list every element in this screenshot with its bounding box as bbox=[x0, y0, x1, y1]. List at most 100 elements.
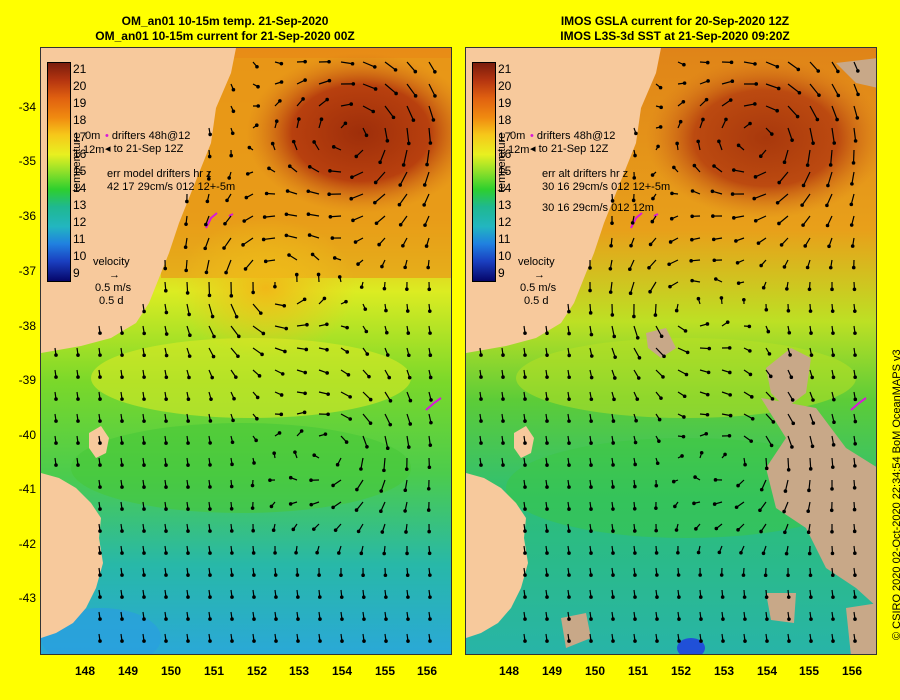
current-vector-head bbox=[610, 199, 615, 203]
current-vector-head bbox=[187, 375, 191, 380]
current-vector-head bbox=[222, 246, 226, 250]
current-vector-head bbox=[398, 183, 403, 187]
current-vector-head bbox=[224, 270, 228, 275]
current-vector-head bbox=[312, 527, 316, 531]
colorbar-tick: 16 bbox=[73, 147, 87, 161]
current-vector bbox=[630, 281, 635, 294]
current-vector-head bbox=[120, 419, 124, 423]
current-vector bbox=[384, 413, 391, 425]
current-vector-head bbox=[98, 397, 102, 401]
current-vector-head bbox=[728, 413, 733, 418]
current-vector-head bbox=[659, 396, 663, 400]
current-vector-head bbox=[851, 161, 856, 165]
current-vector-head bbox=[261, 237, 266, 242]
current-vector-head bbox=[142, 463, 146, 467]
current-vector bbox=[765, 413, 774, 423]
lat-tick: -36 bbox=[18, 209, 36, 223]
colorbar-tick: 16 bbox=[498, 147, 512, 161]
current-vector-head bbox=[523, 485, 527, 489]
current-vector-head bbox=[212, 334, 216, 339]
drifter-depth-0m: 0m bbox=[510, 130, 526, 142]
current-vector-head bbox=[782, 265, 787, 269]
current-vector-head bbox=[351, 218, 355, 223]
current-vector-head bbox=[479, 463, 483, 467]
current-vector-head bbox=[339, 573, 343, 577]
current-vector-head bbox=[730, 192, 735, 196]
current-vector-head bbox=[611, 573, 615, 577]
current-vector-head bbox=[328, 169, 332, 173]
current-vector bbox=[428, 61, 436, 73]
current-vector-head bbox=[120, 463, 124, 467]
velocity-legend-time: 0.5 d bbox=[524, 295, 549, 307]
current-vector-head bbox=[655, 639, 659, 643]
current-vector-head bbox=[318, 639, 322, 643]
current-vector-head bbox=[98, 639, 102, 643]
current-vector bbox=[755, 215, 767, 222]
current-vector-head bbox=[184, 222, 188, 226]
current-vector bbox=[826, 193, 833, 206]
current-vector-head bbox=[76, 397, 80, 401]
current-vector-head bbox=[164, 639, 168, 643]
current-vector-head bbox=[806, 509, 811, 514]
current-vector-head bbox=[237, 334, 241, 339]
current-vector-head bbox=[339, 595, 344, 599]
current-vector-head bbox=[373, 180, 378, 185]
current-vector-head bbox=[699, 617, 703, 621]
current-vector bbox=[204, 237, 210, 249]
current-vector-head bbox=[344, 299, 348, 304]
current-vector-head bbox=[682, 62, 686, 67]
current-vector-head bbox=[699, 639, 703, 643]
current-vector-head bbox=[372, 65, 377, 69]
current-vector-head bbox=[782, 160, 787, 164]
current-vector-head bbox=[828, 265, 833, 270]
current-vector-head bbox=[98, 375, 102, 379]
current-vector-head bbox=[479, 397, 483, 401]
current-vector-head bbox=[98, 551, 102, 555]
colorbar-tick: 18 bbox=[73, 113, 87, 127]
cold-spot bbox=[677, 638, 705, 654]
current-vector-head bbox=[413, 69, 418, 74]
current-vector-head bbox=[208, 639, 212, 643]
current-vector-head bbox=[806, 530, 811, 535]
error-stats-line1: err alt drifters hr z bbox=[542, 168, 629, 180]
current-vector-head bbox=[267, 166, 271, 171]
current-vector-head bbox=[164, 485, 168, 489]
current-vector-head bbox=[326, 392, 330, 396]
lon-tick: 148 bbox=[498, 664, 520, 678]
current-vector-head bbox=[411, 118, 416, 122]
current-vector-head bbox=[675, 141, 679, 146]
current-vector-head bbox=[364, 329, 369, 334]
current-vector bbox=[787, 61, 799, 70]
current-vector-head bbox=[828, 163, 833, 167]
current-vector-head bbox=[254, 123, 259, 128]
current-vector-head bbox=[303, 78, 307, 82]
current-vector-head bbox=[613, 355, 617, 359]
current-vector-head bbox=[343, 121, 348, 126]
current-vector-head bbox=[295, 573, 300, 577]
current-vector-head bbox=[589, 332, 594, 337]
current-vector bbox=[765, 83, 779, 90]
current-vector bbox=[362, 413, 372, 424]
current-vector-head bbox=[770, 397, 775, 401]
current-vector-head bbox=[142, 309, 146, 314]
current-vector-head bbox=[142, 441, 146, 445]
current-vector-head bbox=[312, 140, 316, 144]
current-vector-head bbox=[610, 221, 614, 225]
current-vector-head bbox=[698, 595, 703, 599]
current-vector-head bbox=[186, 639, 190, 643]
current-vector bbox=[318, 80, 330, 85]
current-vector-head bbox=[255, 416, 259, 421]
current-vector-head bbox=[186, 507, 190, 511]
current-vector-head bbox=[232, 396, 236, 401]
current-vector-head bbox=[759, 487, 764, 492]
current-vector-head bbox=[782, 509, 786, 514]
current-vector-head bbox=[727, 346, 732, 350]
current-vector-head bbox=[403, 265, 407, 270]
current-vector-head bbox=[736, 281, 741, 285]
current-vector-head bbox=[777, 180, 781, 185]
current-vector bbox=[286, 234, 298, 239]
current-vector-head bbox=[431, 118, 436, 122]
current-vector-head bbox=[853, 464, 857, 468]
current-vector-head bbox=[284, 326, 289, 331]
current-vector-head bbox=[719, 296, 724, 300]
